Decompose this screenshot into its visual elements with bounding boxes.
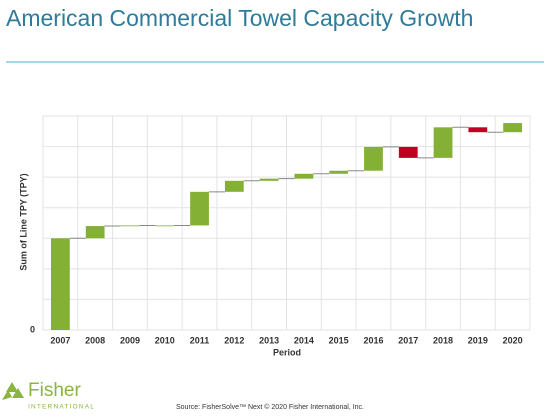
x-tick-label: 2019 — [468, 335, 488, 345]
x-tick-label: 2015 — [329, 335, 349, 345]
bar — [155, 225, 175, 227]
x-tick-label: 2016 — [363, 335, 383, 345]
x-tick-label: 2018 — [433, 335, 453, 345]
x-tick-label: 2013 — [259, 335, 279, 345]
x-axis-label: Period — [273, 347, 301, 357]
x-tick-label: 2020 — [503, 335, 523, 345]
bar — [190, 191, 209, 226]
bar — [85, 226, 105, 239]
logo-icon — [2, 382, 24, 400]
x-tick-label: 2014 — [294, 335, 314, 345]
bar — [433, 127, 453, 158]
x-tick-label: 2010 — [155, 335, 175, 345]
bar — [329, 170, 349, 174]
bar — [224, 180, 244, 192]
y-axis-label: Sum of Line TPY (TPY) — [18, 173, 28, 270]
bar — [503, 123, 522, 133]
logo-subtitle: INTERNATIONAL — [28, 404, 95, 411]
x-tick-label: 2009 — [120, 335, 140, 345]
bar — [294, 173, 314, 179]
bar — [51, 238, 70, 330]
x-tick-label: 2008 — [85, 335, 105, 345]
source-note: Source: FisherSolve™ Next © 2020 Fisher … — [176, 403, 364, 411]
x-tick-label: 2007 — [50, 335, 70, 345]
bar — [364, 146, 383, 171]
x-tick-label: 2017 — [398, 335, 418, 345]
bar — [120, 225, 140, 227]
bar — [259, 178, 279, 181]
x-tick-label: 2012 — [224, 335, 244, 345]
bar — [468, 127, 488, 133]
chart-title: American Commercial Towel Capacity Growt… — [6, 5, 473, 31]
y-tick-label: 0 — [30, 324, 35, 334]
x-tick-label: 2011 — [190, 335, 210, 345]
logo: Fisher INTERNATIONAL — [2, 380, 95, 411]
logo-name: Fisher — [28, 380, 81, 401]
bar — [398, 146, 418, 158]
